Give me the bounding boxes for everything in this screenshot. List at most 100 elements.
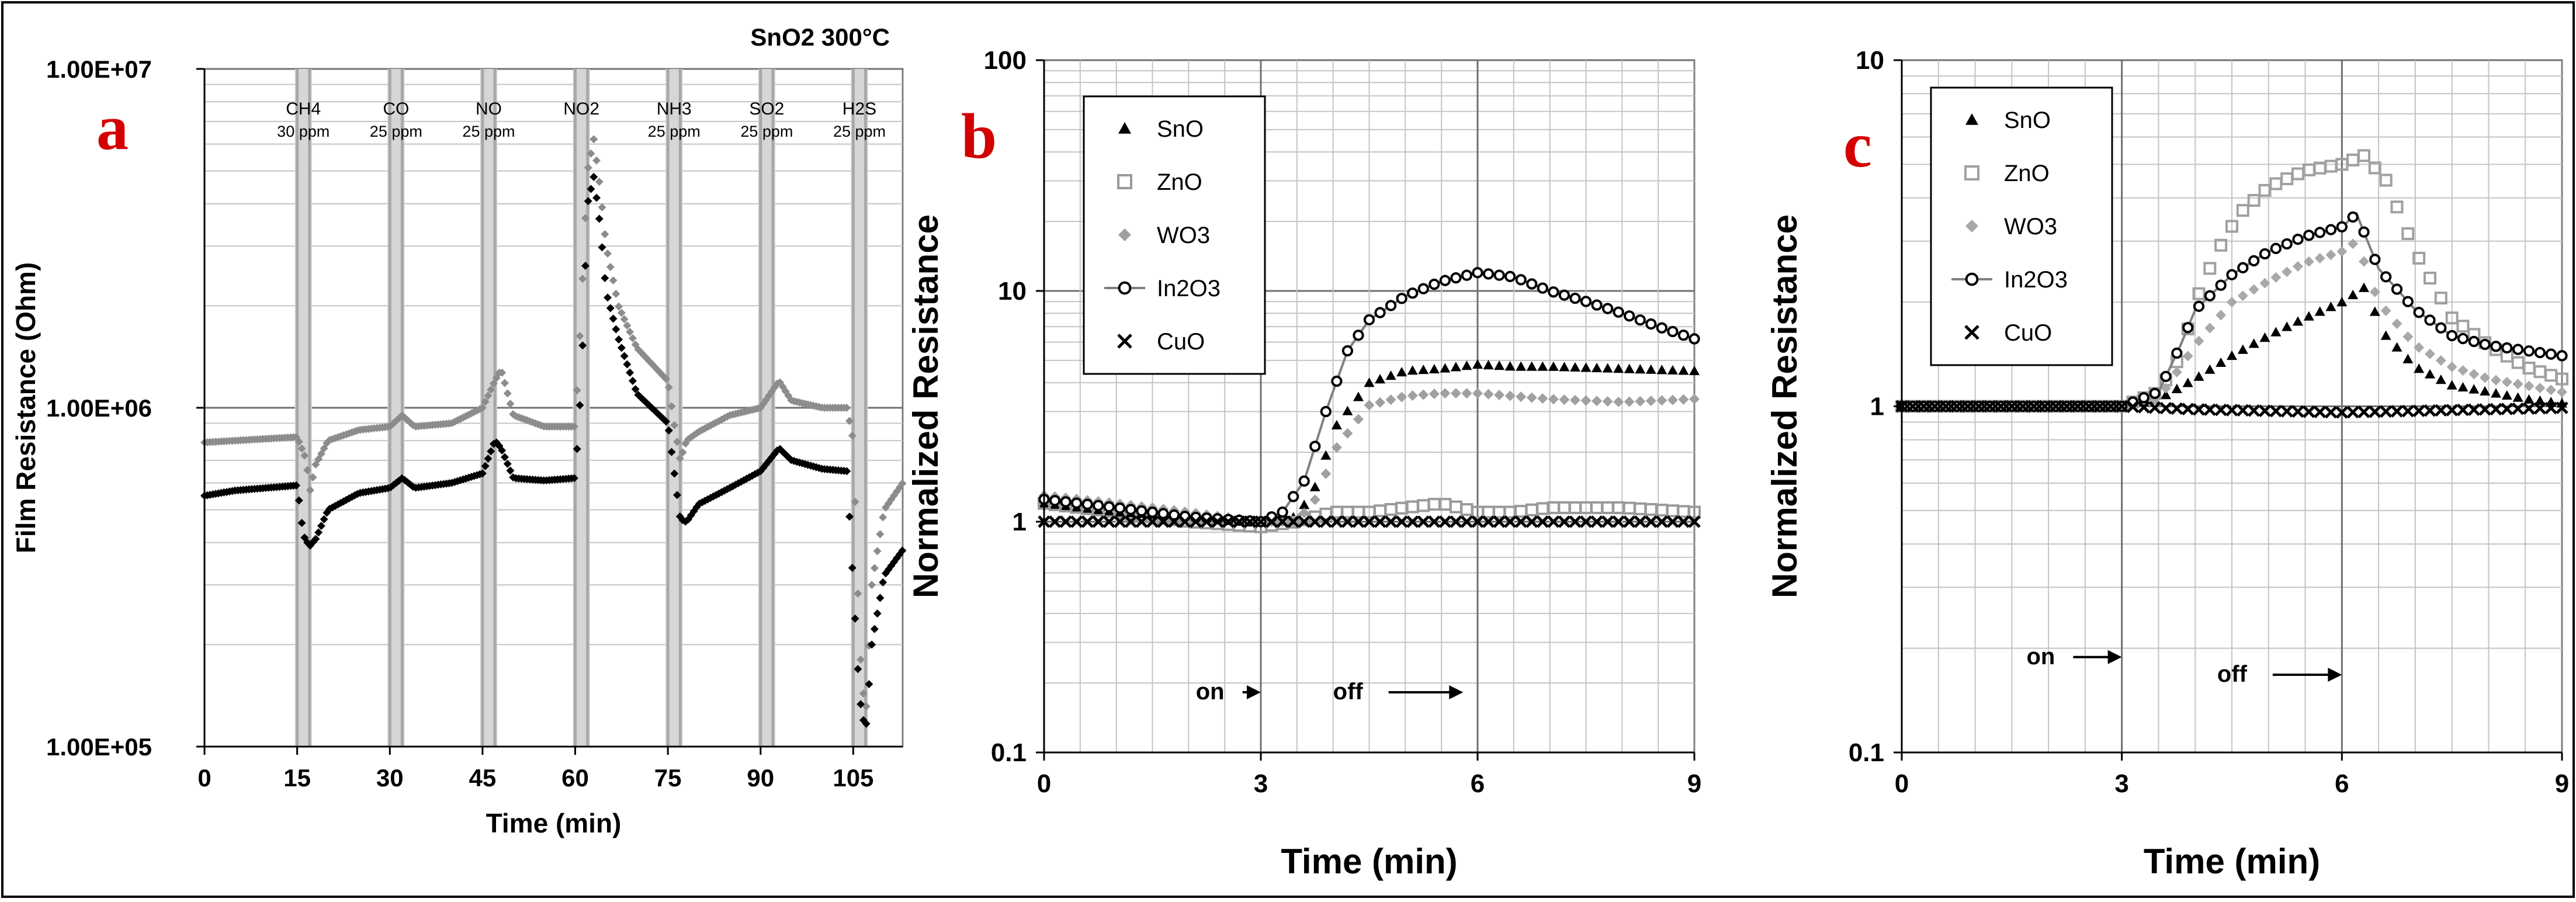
data-point	[667, 447, 676, 456]
data-point	[2357, 149, 2370, 162]
data-point	[606, 304, 615, 313]
data-point	[2446, 329, 2458, 342]
data-point	[2369, 405, 2381, 418]
data-point	[1342, 428, 1353, 439]
gas-label: CO	[383, 99, 409, 119]
data-point	[664, 383, 673, 391]
chart-title: SnO2 300°C	[750, 23, 890, 51]
gas-label: NH3	[657, 99, 692, 119]
data-point	[2237, 344, 2248, 354]
data-point	[1341, 345, 1354, 357]
data-point	[870, 564, 879, 573]
data-point	[2533, 402, 2547, 415]
legend-marker-ZnO	[1964, 165, 1979, 181]
data-point	[2424, 314, 2436, 326]
x-tick-label: 90	[747, 764, 774, 792]
data-point	[2005, 400, 2019, 413]
data-point	[1265, 515, 1278, 528]
data-point	[1655, 515, 1669, 528]
data-point	[2060, 400, 2074, 413]
data-point	[500, 379, 509, 387]
legend-marker-WO3	[1118, 228, 1131, 241]
x-tick-label: 3	[1254, 769, 1268, 798]
data-point	[2161, 383, 2171, 394]
data-point	[1277, 506, 1288, 518]
y-tick-label: 1	[1870, 393, 1884, 421]
data-point	[1526, 361, 1537, 371]
data-point	[623, 321, 632, 330]
data-point	[2425, 369, 2435, 379]
data-point	[898, 479, 907, 488]
data-point	[303, 466, 312, 474]
annotation-text: off	[1333, 679, 1364, 705]
data-point	[500, 453, 509, 462]
data-point	[498, 446, 507, 455]
x-tick-label: 9	[2555, 769, 2569, 798]
gas-concentration-label: 25 ppm	[740, 123, 793, 140]
data-point	[1429, 279, 1440, 290]
data-point	[584, 197, 592, 206]
data-point	[1222, 515, 1235, 528]
data-point	[1114, 515, 1126, 528]
data-point	[851, 497, 859, 506]
data-point	[2204, 322, 2216, 334]
data-point	[1438, 515, 1452, 528]
data-point	[2480, 372, 2491, 383]
data-point	[1666, 515, 1679, 528]
data-point	[2314, 227, 2326, 238]
data-point	[1547, 515, 1560, 528]
data-point	[1579, 515, 1593, 528]
data-point	[1428, 515, 1441, 528]
data-point	[2258, 404, 2272, 417]
annotation-text: off	[2217, 661, 2248, 687]
data-point	[1525, 515, 1538, 528]
data-point	[1493, 515, 1506, 528]
data-point	[628, 334, 637, 342]
data-point	[865, 680, 873, 689]
data-point	[1569, 394, 1580, 405]
data-point	[2522, 402, 2536, 415]
data-point	[2457, 332, 2469, 345]
data-point	[1385, 394, 1396, 405]
data-point	[2379, 405, 2393, 418]
data-point	[2236, 204, 2249, 217]
legend-marker-In2O3	[1965, 272, 1979, 286]
data-point	[1071, 497, 1083, 509]
x-tick-label: 6	[2335, 769, 2349, 798]
data-point	[2225, 220, 2238, 233]
data-point	[573, 386, 581, 395]
legend-label-In2O3: In2O3	[1157, 276, 1221, 301]
data-point	[1298, 515, 1310, 528]
data-point	[2325, 249, 2336, 261]
data-point	[478, 469, 487, 478]
data-point	[581, 214, 590, 223]
data-point	[1559, 394, 1570, 405]
data-point	[2203, 262, 2217, 275]
x-tick-label: 0	[1037, 769, 1051, 798]
data-point	[661, 417, 670, 426]
data-point	[1222, 514, 1235, 525]
data-point	[1342, 405, 1353, 415]
data-point	[1417, 515, 1430, 528]
data-point	[1396, 293, 1407, 304]
x-tick-label: 9	[1687, 769, 1701, 798]
data-point	[617, 344, 626, 352]
data-point	[2545, 348, 2557, 360]
data-point	[2544, 401, 2557, 415]
data-point	[598, 203, 606, 211]
legend-label-WO3: WO3	[1157, 223, 1210, 248]
data-point	[609, 276, 618, 285]
data-point	[1516, 361, 1527, 371]
data-point	[2535, 395, 2546, 405]
data-point	[2192, 287, 2206, 300]
x-tick-label: 6	[1471, 769, 1485, 798]
data-point	[2314, 253, 2325, 264]
gas-label: H2S	[843, 99, 876, 119]
data-point	[1406, 515, 1419, 528]
y-tick-label: 1.00E+06	[46, 394, 152, 422]
data-point	[620, 352, 629, 360]
annotation-off: off	[2217, 661, 2342, 687]
data-point	[2390, 200, 2404, 214]
series-upper-curve	[200, 135, 907, 710]
